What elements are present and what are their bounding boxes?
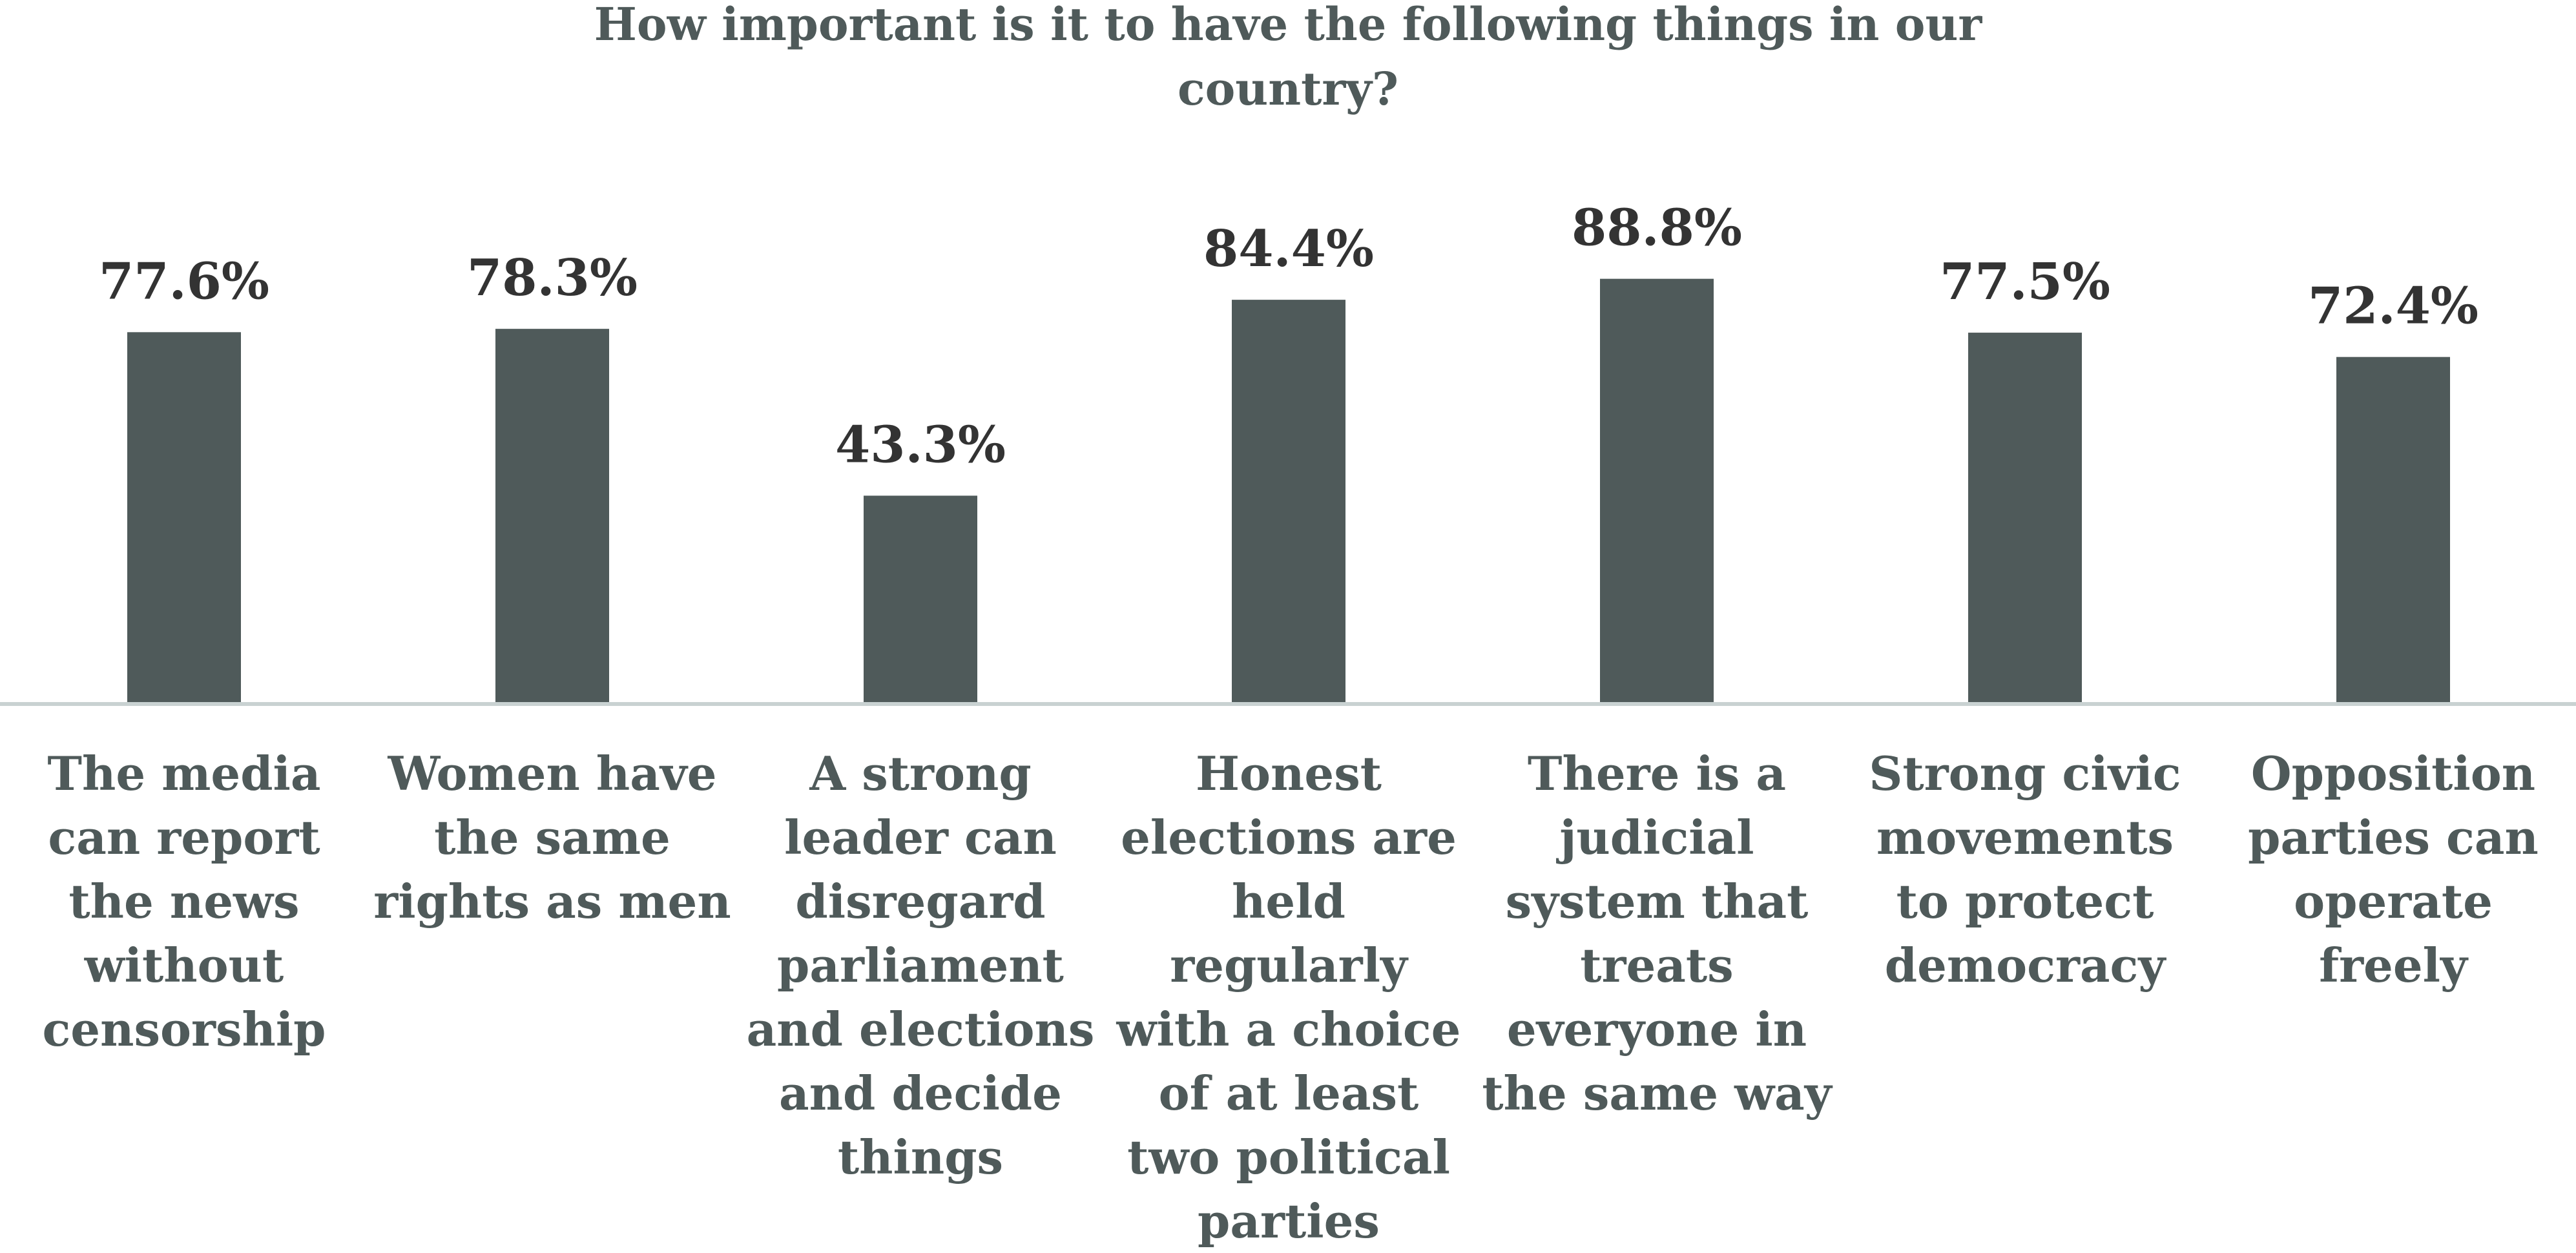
category-label: Opposition parties can operate freely (2248, 746, 2539, 993)
bar (495, 329, 609, 702)
bar (1600, 278, 1714, 702)
category-label: Women have the same rights as men (373, 746, 731, 929)
bar (864, 495, 977, 702)
chart-title: How important is it to have the followin… (594, 0, 1982, 116)
category-label: The media can report the news without ce… (42, 746, 326, 1057)
chart-plot: 77.6% 78.3% 43.3% 84.4% 88.8% 77.5% 72.4% (0, 199, 2576, 706)
bar-value-label: 43.3% (835, 415, 1006, 474)
bar (127, 332, 241, 702)
category-label: Honest elections are held regularly with… (1116, 746, 1461, 1248)
bar-value-label: 77.6% (99, 252, 269, 311)
bar (1232, 300, 1345, 702)
category-label: There is a judicial system that treats e… (1482, 746, 1832, 1121)
bar (2336, 357, 2450, 702)
bar (1968, 333, 2082, 702)
bar-value-label: 72.4% (2308, 277, 2478, 336)
bar-value-label: 88.8% (1572, 199, 1742, 258)
bar-value-label: 78.3% (467, 249, 638, 307)
category-label: A strong leader can disregard parliament… (746, 746, 1095, 1185)
bar-value-label: 84.4% (1203, 220, 1374, 278)
category-label: Strong civic movements to protect democr… (1869, 746, 2181, 993)
bar-value-label: 77.5% (1940, 253, 2110, 311)
